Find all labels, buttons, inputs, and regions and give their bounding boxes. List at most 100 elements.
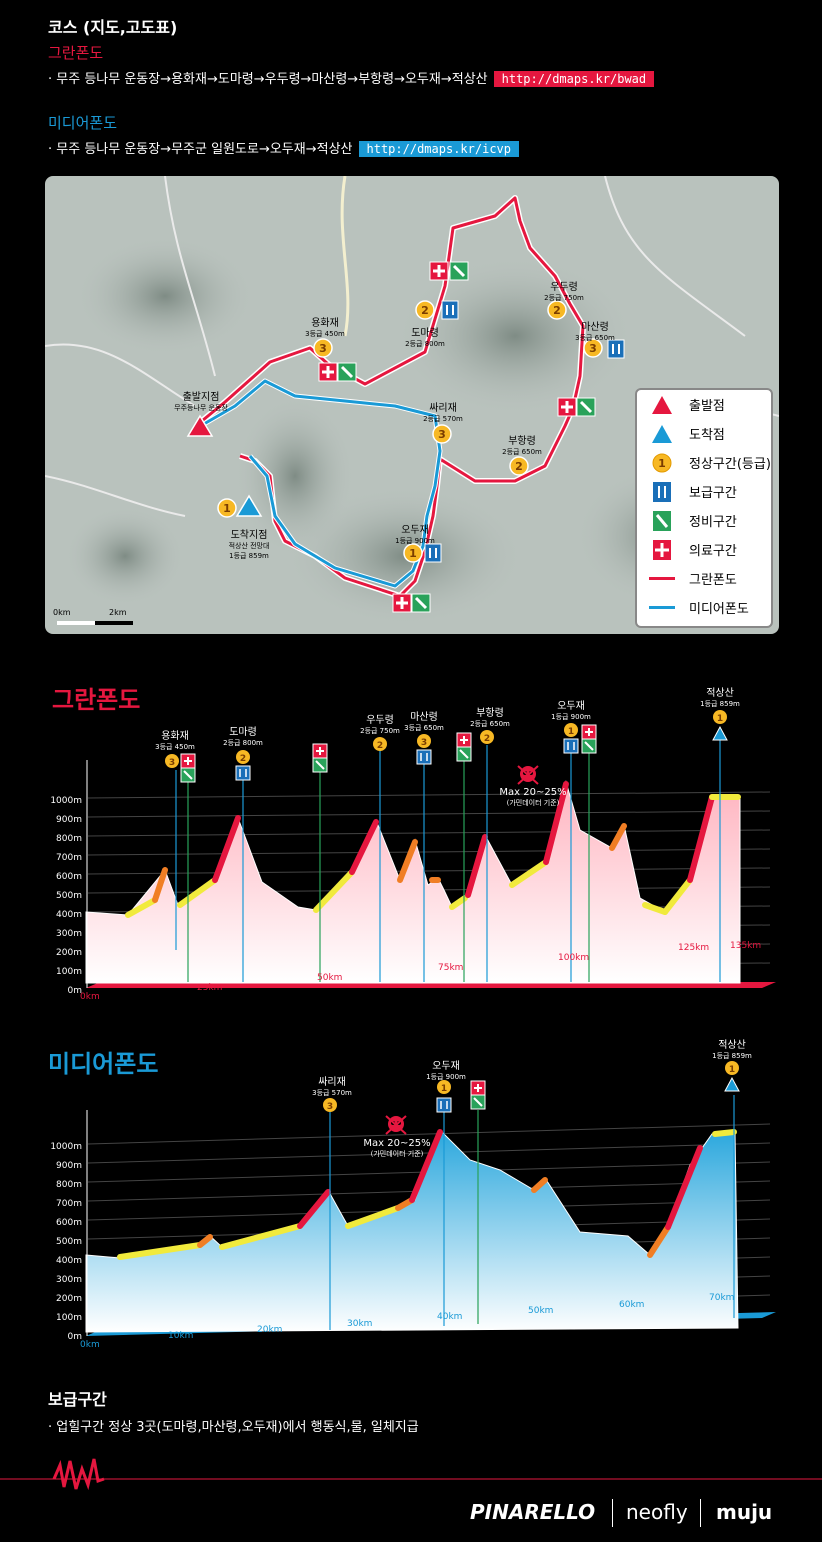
summit-badge-icon[interactable]: 2 <box>236 750 250 764</box>
summit-badge-icon[interactable]: 3 <box>432 424 452 444</box>
neofly-logo: neofly <box>626 1500 688 1524</box>
svg-text:3: 3 <box>319 342 327 355</box>
gran-marker-odujae: 오두재 1등급 900m <box>551 701 591 721</box>
supply-icon[interactable] <box>436 1097 452 1113</box>
medio-x-tick: 30km <box>347 1319 373 1329</box>
summit-badge-icon[interactable]: 2 <box>547 300 567 320</box>
medical-icon[interactable] <box>456 732 472 748</box>
skull-warning-icon <box>517 765 539 785</box>
map-label-ssarijae: 싸리재 2등급 570m <box>423 403 463 423</box>
svg-text:3: 3 <box>327 1102 333 1112</box>
repair-icon[interactable] <box>449 261 469 281</box>
repair-icon[interactable] <box>581 738 597 754</box>
summit-badge-icon[interactable]: 1 <box>564 723 578 737</box>
supply-icon[interactable] <box>607 339 625 359</box>
legend-item-mediofondo: 미디어폰도 <box>637 593 771 622</box>
supply-icon[interactable] <box>424 543 442 563</box>
supply-icon[interactable] <box>416 749 432 765</box>
granfondo-elevation-chart[interactable]: 3 2 2 3 2 1 1 <box>0 700 822 1010</box>
medio-x-tick: 50km <box>528 1306 554 1316</box>
repair-icon[interactable] <box>180 767 196 783</box>
summit-badge-icon[interactable]: 3 <box>313 338 333 358</box>
legend-item-start: 출발점 <box>637 390 771 419</box>
summit-badge-icon[interactable]: 3 <box>583 338 603 358</box>
repair-icon[interactable] <box>456 746 472 762</box>
finish-triangle-icon[interactable] <box>712 725 728 741</box>
finish-triangle-icon[interactable] <box>235 494 263 517</box>
map-legend: 출발점 도착점 1 정상구간(등급) 보급구간 정비구간 의료구간 그란폰도 미디… <box>635 388 773 628</box>
svg-text:1: 1 <box>568 727 574 737</box>
gran-marker-domaryeong: 도마령 2등급 800m <box>223 727 263 747</box>
svg-text:3: 3 <box>438 428 446 441</box>
summit-badge-icon[interactable]: 3 <box>323 1098 337 1112</box>
gran-y-axis: 1000m 900m 800m 700m 600m 500m 400m 300m 200m 100… <box>50 796 82 996</box>
legend-item-medical: 의료구간 <box>637 535 771 564</box>
start-triangle-icon[interactable] <box>186 414 214 437</box>
svg-text:1: 1 <box>441 1084 447 1094</box>
svg-text:2: 2 <box>377 741 383 751</box>
medical-icon[interactable] <box>180 753 196 769</box>
gran-marker-uduryeong: 우두령 2등급 750m <box>360 715 400 735</box>
medical-icon[interactable] <box>312 743 328 759</box>
gran-x-tick: 125km <box>678 943 710 953</box>
medical-icon[interactable] <box>318 362 338 382</box>
summit-badge-icon: 1 <box>652 453 672 472</box>
map-label-start: 출발지점 무주등나무 운동장 <box>174 392 228 412</box>
start-triangle-icon <box>652 395 672 414</box>
supply-title: 보급구간 <box>48 1390 107 1409</box>
summit-badge-icon[interactable]: 1 <box>437 1080 451 1094</box>
granfondo-link[interactable]: http://dmaps.kr/bwad <box>493 71 655 87</box>
summit-badge-icon[interactable]: 1 <box>403 543 423 563</box>
footer-divider <box>0 1458 822 1491</box>
medio-warning-text: Max 20~25% (가민데이터 기준) <box>363 1138 431 1158</box>
repair-icon[interactable] <box>411 593 431 613</box>
medio-x-tick: 40km <box>437 1312 463 1322</box>
supply-icon[interactable] <box>235 765 251 781</box>
medical-icon[interactable] <box>429 261 449 281</box>
medical-icon <box>653 539 671 560</box>
svg-text:3: 3 <box>421 738 427 748</box>
gran-x-tick: 25km <box>197 983 223 993</box>
summit-badge-icon[interactable]: 2 <box>480 730 494 744</box>
finish-triangle-icon[interactable] <box>724 1076 740 1092</box>
summit-badge-icon[interactable]: 2 <box>415 300 435 320</box>
medio-marker-odujae: 오두재 1등급 900m <box>426 1061 466 1081</box>
map-label-finish: 도착지점 적상산 전망대 1등급 859m <box>228 530 270 560</box>
legend-item-summit: 1 정상구간(등급) <box>637 448 771 477</box>
supply-text: · 업힐구간 정상 3곳(도마령,마산령,오두재)에서 행동식,물, 일체지급 <box>48 1420 419 1435</box>
summit-badge-icon[interactable]: 1 <box>713 710 727 724</box>
medical-icon[interactable] <box>470 1080 486 1096</box>
svg-text:3: 3 <box>169 758 175 768</box>
medical-icon[interactable] <box>581 724 597 740</box>
granfondo-route-text: · 무주 등나무 운동장→용화재→도마령→우두령→마산령→부항령→오두재→적상산 <box>48 72 488 87</box>
repair-icon[interactable] <box>470 1094 486 1110</box>
repair-icon[interactable] <box>337 362 357 382</box>
repair-icon <box>653 510 671 531</box>
gran-x-tick: 0km <box>80 992 100 1002</box>
summit-badge-icon[interactable]: 2 <box>373 737 387 751</box>
medio-x-tick: 60km <box>619 1300 645 1310</box>
repair-icon[interactable] <box>312 757 328 773</box>
summit-badge-icon[interactable]: 1 <box>725 1061 739 1075</box>
medical-icon[interactable] <box>392 593 412 613</box>
mediofondo-elevation-chart[interactable]: 3 1 1 <box>0 1050 822 1350</box>
summit-badge-icon[interactable]: 3 <box>165 754 179 768</box>
footer-separator <box>612 1499 613 1527</box>
supply-icon[interactable] <box>441 300 459 320</box>
repair-icon[interactable] <box>576 397 596 417</box>
supply-icon[interactable] <box>563 738 579 754</box>
summit-badge-icon[interactable]: 2 <box>509 456 529 476</box>
map-label-buhangryeong: 부항령 2등급 650m <box>502 436 542 456</box>
summit-badge-icon[interactable]: 3 <box>417 734 431 748</box>
mediofondo-link[interactable]: http://dmaps.kr/icvp <box>358 141 519 157</box>
medio-x-tick: 70km <box>709 1293 735 1303</box>
course-map[interactable]: 3 2 2 3 3 2 1 1 용화재 3등급 450m 도마령 2등급 800m … <box>45 176 779 634</box>
medio-x-tick: 0km <box>80 1340 100 1350</box>
scale-end-label: 2km <box>109 608 127 617</box>
summit-badge-icon[interactable]: 1 <box>217 498 237 518</box>
gran-x-tick: 100km <box>558 953 590 963</box>
blue-line-icon <box>649 605 675 609</box>
gran-x-tick: 50km <box>317 973 343 983</box>
skull-warning-icon <box>385 1115 407 1135</box>
medical-icon[interactable] <box>557 397 577 417</box>
